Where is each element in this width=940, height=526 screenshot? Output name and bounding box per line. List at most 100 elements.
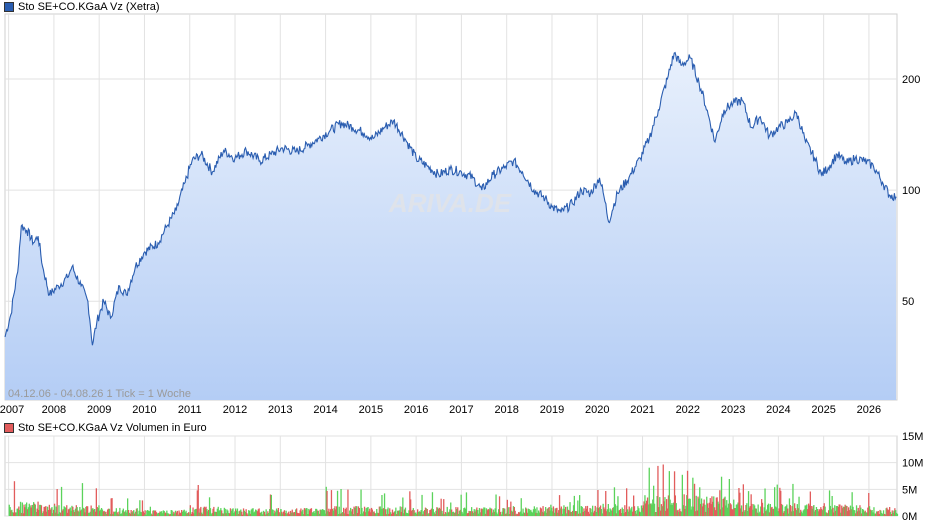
volume-bar <box>480 508 482 516</box>
volume-bar <box>345 507 347 516</box>
volume-bar <box>789 505 791 516</box>
volume-bar <box>545 512 548 516</box>
volume-bar <box>799 512 801 516</box>
volume-bar <box>694 511 697 516</box>
volume-bar <box>355 506 357 516</box>
volume-bar <box>33 502 35 516</box>
volume-bar <box>302 509 304 516</box>
volume-bar <box>50 508 52 516</box>
volume-bar <box>123 512 125 516</box>
volume-bar <box>535 512 537 516</box>
volume-bar <box>882 510 885 516</box>
volume-bar <box>461 511 463 516</box>
volume-bar <box>699 487 701 516</box>
volume-bar <box>57 513 59 516</box>
volume-bar <box>201 514 204 516</box>
volume-bar <box>102 511 104 516</box>
volume-bar <box>849 505 852 516</box>
volume-bar <box>475 509 477 516</box>
volume-bar <box>151 514 153 516</box>
volume-bar <box>589 508 591 516</box>
volume-bar <box>308 508 310 516</box>
volume-legend-swatch <box>4 423 14 433</box>
volume-bar <box>245 509 247 516</box>
volume-bar <box>804 505 806 516</box>
volume-bar <box>214 511 216 516</box>
volume-bar <box>896 513 899 516</box>
volume-bar <box>282 513 284 516</box>
volume-bar <box>668 471 670 516</box>
volume-bar <box>716 497 718 516</box>
volume-bar <box>538 512 541 516</box>
volume-bar <box>579 495 581 516</box>
volume-bar <box>426 509 428 516</box>
volume-bar <box>105 511 107 516</box>
y-tick-label: 100 <box>902 185 920 197</box>
price-legend: Sto SE+CO.KGaA Vz (Xetra) <box>4 1 160 13</box>
volume-bar <box>438 507 441 516</box>
x-tick-label: 2007 <box>0 404 24 416</box>
volume-bar <box>193 513 195 516</box>
volume-bar <box>249 513 252 516</box>
volume-bar <box>440 498 442 516</box>
volume-bar <box>729 503 731 516</box>
volume-bar <box>565 506 567 516</box>
volume-bar <box>511 510 513 516</box>
volume-bar <box>824 506 826 516</box>
volume-bar <box>868 493 870 516</box>
volume-bar <box>313 511 315 516</box>
volume-bar <box>844 504 846 516</box>
volume-bar <box>563 505 565 516</box>
volume-bar <box>94 511 97 516</box>
volume-bar <box>385 514 387 516</box>
volume-bar <box>811 508 813 516</box>
volume-bar <box>757 504 759 516</box>
volume-bar <box>655 512 657 516</box>
volume-bar <box>653 485 655 516</box>
volume-bar <box>742 484 744 516</box>
volume-bar <box>542 506 544 516</box>
volume-bar <box>170 510 172 516</box>
volume-bar <box>299 510 301 516</box>
volume-bar <box>879 509 881 516</box>
x-tick-label: 2022 <box>676 404 700 416</box>
volume-bar <box>491 508 493 516</box>
volume-bar <box>734 508 737 516</box>
volume-bar <box>857 507 859 516</box>
volume-bar <box>67 512 69 516</box>
volume-bar <box>732 509 734 516</box>
volume-bar <box>354 507 356 516</box>
volume-bar <box>194 509 196 516</box>
volume-bar <box>649 503 651 516</box>
volume-bar <box>481 508 483 516</box>
volume-bar <box>226 509 228 516</box>
volume-bar <box>634 510 636 516</box>
volume-bar <box>286 513 288 516</box>
volume-bar <box>632 511 634 516</box>
volume-bar <box>466 513 468 516</box>
volume-bar <box>51 507 53 516</box>
volume-bar <box>406 513 408 516</box>
volume-bar <box>533 506 535 516</box>
volume-bar <box>447 512 449 516</box>
volume-bar <box>670 504 672 516</box>
volume-bar <box>241 511 243 516</box>
volume-y-tick-label: 15M <box>902 431 923 443</box>
volume-bar <box>48 504 50 516</box>
volume-bar <box>225 513 227 516</box>
volume-bar <box>828 510 830 516</box>
volume-bar <box>197 485 199 516</box>
volume-bar <box>190 513 192 516</box>
volume-bar <box>136 508 138 516</box>
volume-bar <box>894 508 896 516</box>
volume-bar <box>882 513 884 516</box>
volume-bar <box>573 495 575 516</box>
volume-bar <box>773 508 775 516</box>
volume-bar <box>805 505 807 516</box>
volume-bar <box>287 512 289 516</box>
volume-bar <box>24 507 26 516</box>
volume-bar <box>733 499 735 516</box>
volume-bar <box>262 514 264 516</box>
volume-bar <box>701 506 703 516</box>
volume-bar <box>597 512 599 516</box>
